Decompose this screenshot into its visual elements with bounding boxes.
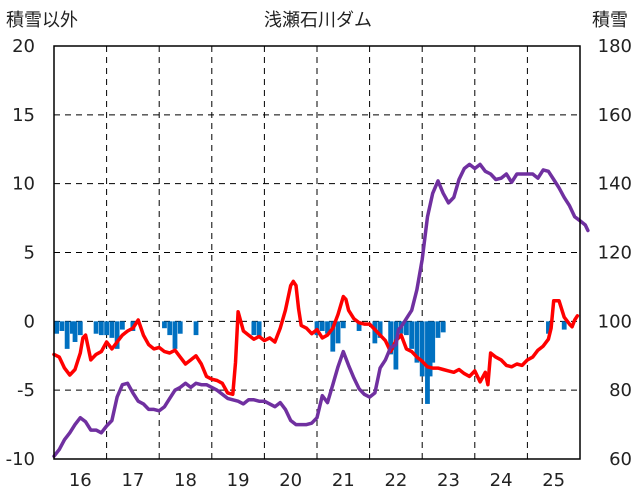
data-bar [177,321,183,334]
x-tick-label: 24 [490,470,513,491]
y-left-tick-label: 15 [12,105,35,126]
y-left-tick-label: -10 [6,449,35,470]
data-bar [330,321,336,352]
data-bar [356,321,362,331]
data-bar [77,321,83,336]
data-bar [409,321,415,349]
y-right-tick-label: 120 [598,243,632,264]
plot-frame [53,45,581,460]
x-tick-label: 23 [437,470,460,491]
data-bar [251,321,257,336]
data-bar [54,321,60,334]
data-bar [109,321,115,338]
y-right-tick-label: 80 [609,380,632,401]
y-left-axis-label: 積雪以外 [6,10,78,31]
data-bar [419,321,425,377]
data-bar [377,321,383,338]
y-left-tick-label: -5 [17,380,35,401]
y-right-axis-label: 積雪 [592,10,628,31]
line-series [52,162,590,458]
series-line-2 [52,162,590,458]
data-bar [340,321,346,329]
data-bar [414,321,420,363]
y-left-ticks: 20 15 10 5 0 -5 -10 [6,36,35,470]
x-tick-label: 17 [121,470,144,491]
x-tick-label: 22 [384,470,407,491]
data-bar [372,321,378,344]
x-tick-label: 18 [174,470,197,491]
x-tick-label: 16 [69,470,92,491]
data-bar [119,321,125,330]
data-bar [93,321,99,334]
data-bar [546,321,551,334]
y-right-tick-label: 60 [609,449,632,470]
x-tick-label: 20 [279,470,302,491]
y-right-tick-label: 160 [598,105,632,126]
data-bar [256,321,262,338]
data-bar [114,321,120,349]
data-bar [404,321,409,336]
y-right-ticks: 180 160 140 120 100 80 60 [598,36,632,470]
data-bar [98,321,104,336]
data-bar [70,321,75,334]
data-bar [162,321,167,329]
data-bar [72,321,78,342]
y-left-tick-label: 10 [12,174,35,195]
data-bar [440,321,446,333]
data-bar [425,321,430,404]
data-bar [335,321,341,344]
y-right-tick-label: 140 [598,174,632,195]
grid [53,45,580,460]
x-ticks: 16 17 18 19 20 21 22 23 24 25 [69,470,565,491]
data-bar [172,321,178,349]
y-right-tick-label: 100 [598,311,632,332]
data-bar [325,321,330,334]
y-right-tick-label: 180 [598,36,632,57]
data-bar [388,321,394,355]
x-tick-label: 19 [227,470,250,491]
data-bar [435,321,441,338]
y-left-tick-label: 0 [24,311,35,332]
data-bar [167,321,173,336]
y-left-tick-label: 5 [24,243,35,264]
data-bar [430,321,436,363]
data-bar [427,321,433,377]
data-bar [64,321,70,349]
x-tick-label: 25 [542,470,565,491]
data-bar [561,321,567,330]
chart-title: 浅瀬石川ダム [264,10,372,31]
y-left-tick-label: 20 [12,36,35,57]
data-bar [59,321,65,331]
series-line-1 [52,279,580,397]
data-bar [193,321,199,336]
data-bar [104,321,109,336]
x-tick-label: 21 [332,470,355,491]
data-bar [319,321,325,331]
